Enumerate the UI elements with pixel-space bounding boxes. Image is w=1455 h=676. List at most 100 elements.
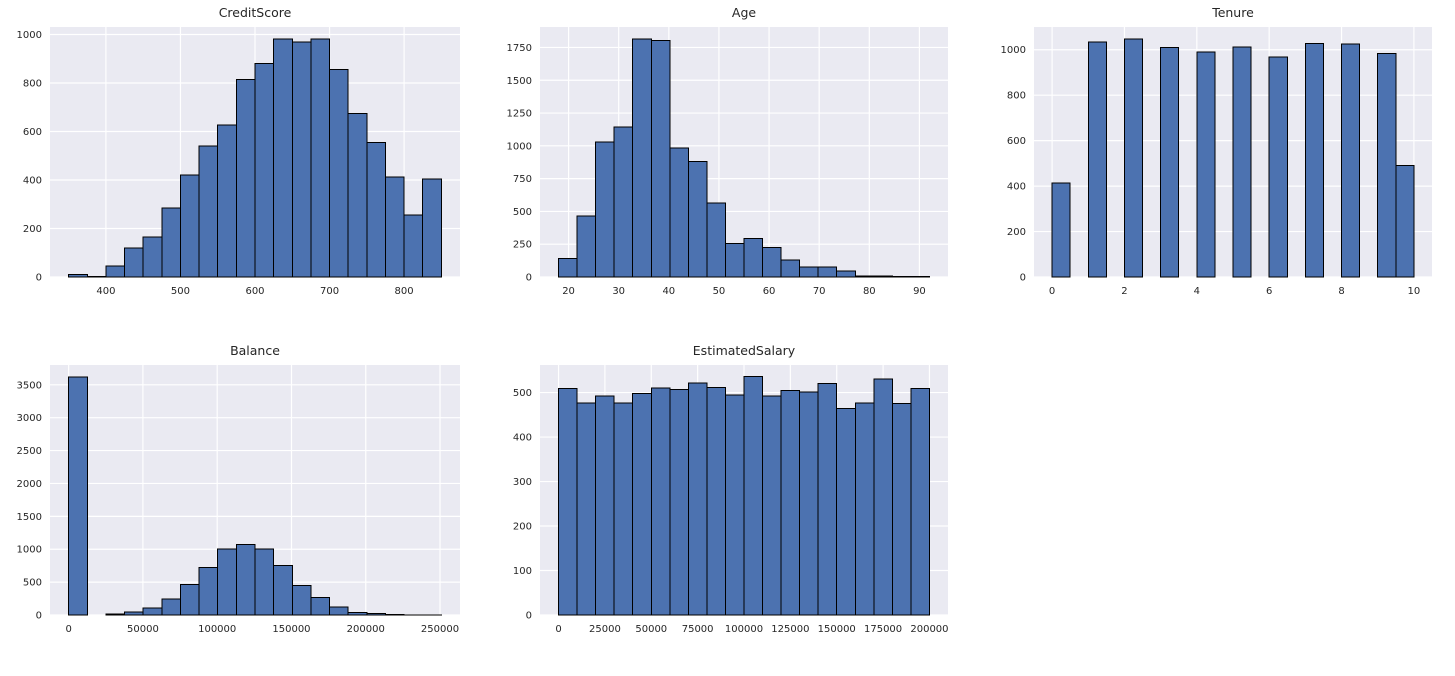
y-tick-label: 1750 [507, 43, 532, 54]
x-tick-label: 50000 [635, 624, 667, 635]
y-tick-label: 500 [513, 207, 532, 218]
subplot-title-balance: Balance [230, 343, 280, 358]
y-tick-label: 600 [1007, 136, 1026, 147]
histogram-bar [366, 141, 386, 278]
y-tick-label: 1000 [1001, 45, 1026, 56]
histogram-bar [576, 215, 597, 278]
histogram-bar [724, 394, 745, 616]
histogram-bar [161, 207, 181, 278]
histogram-bar [1377, 52, 1397, 278]
x-tick-label: 150000 [818, 624, 856, 635]
histogram-bar [576, 402, 597, 616]
histogram-bar [235, 544, 256, 616]
subplot-title-age: Age [731, 5, 757, 20]
y-tick-label: 3500 [17, 380, 42, 391]
histogram-bar [124, 247, 144, 278]
x-tick-label: 20 [562, 286, 575, 297]
histogram-bar [217, 124, 237, 278]
subplot-title-estimatedsalary: EstimatedSalary [692, 343, 796, 358]
histogram-bar [1395, 165, 1415, 278]
y-tick-label: 100 [513, 566, 532, 577]
y-tick-label: 1000 [507, 141, 532, 152]
histogram-bar [632, 392, 652, 616]
histogram-bar [347, 611, 368, 616]
histogram-bar [1341, 43, 1361, 278]
x-tick-label: 50 [713, 286, 726, 297]
y-tick-label: 750 [513, 174, 532, 185]
y-tick-label: 1500 [17, 512, 42, 523]
histogram-bar [384, 176, 405, 278]
histogram-bar [891, 403, 912, 616]
histogram-bar [1196, 51, 1216, 278]
histogram-bar [613, 126, 634, 278]
x-tick-label: 0 [555, 624, 561, 635]
histogram-bar [329, 606, 349, 616]
y-tick-label: 1000 [17, 30, 42, 41]
x-tick-label: 70 [813, 286, 826, 297]
empty-subplot-cell [970, 338, 1455, 676]
histogram-bar [310, 597, 331, 616]
y-tick-label: 400 [1007, 182, 1026, 193]
histogram-bar [595, 141, 615, 278]
subplot-estimatedsalary: EstimatedSalary 0 100 200 300 400 500 0 25000 50… [485, 338, 970, 676]
x-tick-label: 125000 [771, 624, 809, 635]
histogram-bar [1123, 38, 1144, 278]
y-tick-label: 0 [526, 611, 532, 622]
y-tick-label: 0 [36, 273, 42, 284]
x-tick-label: 600 [245, 286, 264, 297]
histogram-bar [254, 63, 275, 278]
x-tick-label: 60 [763, 286, 776, 297]
histogram-bar [291, 41, 312, 278]
histogram-bar [198, 567, 219, 616]
histogram-bar [854, 275, 875, 278]
histogram-bar [817, 266, 838, 278]
creditscore-histogram-plot: 0 200 400 600 800 1000 400 500 600 700 800 [17, 27, 460, 297]
x-tick-label: 90 [913, 286, 926, 297]
histogram-bar [422, 178, 442, 278]
y-tick-label: 300 [513, 477, 532, 488]
x-tick-label: 800 [395, 286, 414, 297]
histogram-bar [105, 265, 126, 278]
x-tick-label: 500 [171, 286, 190, 297]
histogram-bar [780, 259, 801, 278]
x-tick-label: 400 [96, 286, 115, 297]
histogram-bar [366, 612, 386, 616]
histogram-bar [669, 147, 689, 278]
histogram-bar [161, 598, 181, 616]
y-tick-label: 2000 [17, 479, 42, 490]
y-tick-label: 0 [36, 611, 42, 622]
x-tick-label: 8 [1338, 286, 1344, 297]
x-tick-label: 2 [1121, 286, 1127, 297]
y-tick-label: 1000 [17, 545, 42, 556]
histogram-bar [910, 388, 930, 616]
histogram-bar [632, 38, 652, 278]
histogram-bar [1304, 42, 1324, 278]
histogram-bar [1232, 46, 1252, 278]
histogram-bar [142, 236, 163, 278]
histogram-bar [799, 266, 819, 278]
x-tick-label: 80 [863, 286, 876, 297]
histogram-bar [273, 564, 293, 616]
y-tick-label: 400 [23, 176, 42, 187]
tenure-histogram-plot: 0 200 400 600 800 1000 0 2 4 6 8 10 [1001, 27, 1432, 297]
histogram-bar [198, 145, 219, 278]
x-tick-label: 250000 [421, 624, 459, 635]
histogram-bar [854, 402, 875, 616]
x-tick-label: 0 [65, 624, 71, 635]
histogram-bar [558, 258, 578, 278]
histogram-bar [724, 243, 745, 278]
histogram-bar [1051, 182, 1071, 278]
y-tick-label: 0 [1020, 273, 1026, 284]
histogram-bar [235, 78, 256, 278]
histogram-bar [1268, 56, 1288, 278]
histogram-bar [68, 376, 88, 616]
histogram-bar [780, 389, 801, 616]
histogram-bar [687, 382, 708, 616]
histogram-bar [254, 548, 275, 616]
histogram-bar [799, 391, 819, 616]
subplot-tenure: Tenure 0 200 400 600 800 1000 0 2 4 6 8 10 [970, 0, 1455, 338]
histogram-bar [1160, 47, 1180, 278]
y-tick-label: 200 [1007, 227, 1026, 238]
y-tick-label: 2500 [17, 446, 42, 457]
histogram-bar [217, 548, 237, 616]
